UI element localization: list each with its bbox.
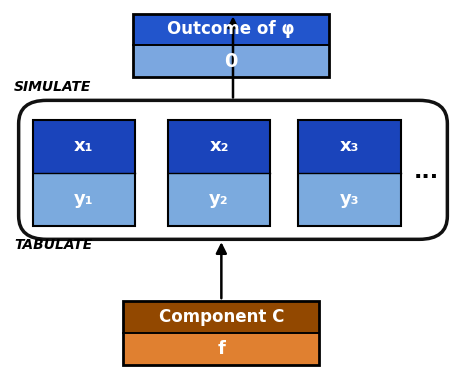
Text: 0: 0 [224,52,237,71]
FancyBboxPatch shape [33,120,135,173]
FancyBboxPatch shape [298,173,401,226]
FancyBboxPatch shape [133,45,329,77]
Text: y₁: y₁ [74,190,94,208]
Text: f: f [218,340,225,358]
Text: SIMULATE: SIMULATE [14,80,91,94]
FancyBboxPatch shape [33,173,135,226]
Text: ...: ... [414,162,439,182]
Text: TABULATE: TABULATE [14,238,92,252]
Text: Component C: Component C [158,308,284,326]
FancyBboxPatch shape [123,301,319,333]
Text: x₂: x₂ [209,137,229,155]
Text: Outcome of φ: Outcome of φ [167,20,295,39]
FancyBboxPatch shape [123,333,319,365]
Text: y₃: y₃ [340,190,359,208]
Text: y₂: y₂ [209,190,229,208]
FancyBboxPatch shape [168,173,270,226]
FancyBboxPatch shape [298,120,401,173]
FancyBboxPatch shape [19,100,447,239]
FancyBboxPatch shape [133,14,329,45]
Text: x₃: x₃ [340,137,359,155]
Text: x₁: x₁ [74,137,94,155]
FancyBboxPatch shape [168,120,270,173]
